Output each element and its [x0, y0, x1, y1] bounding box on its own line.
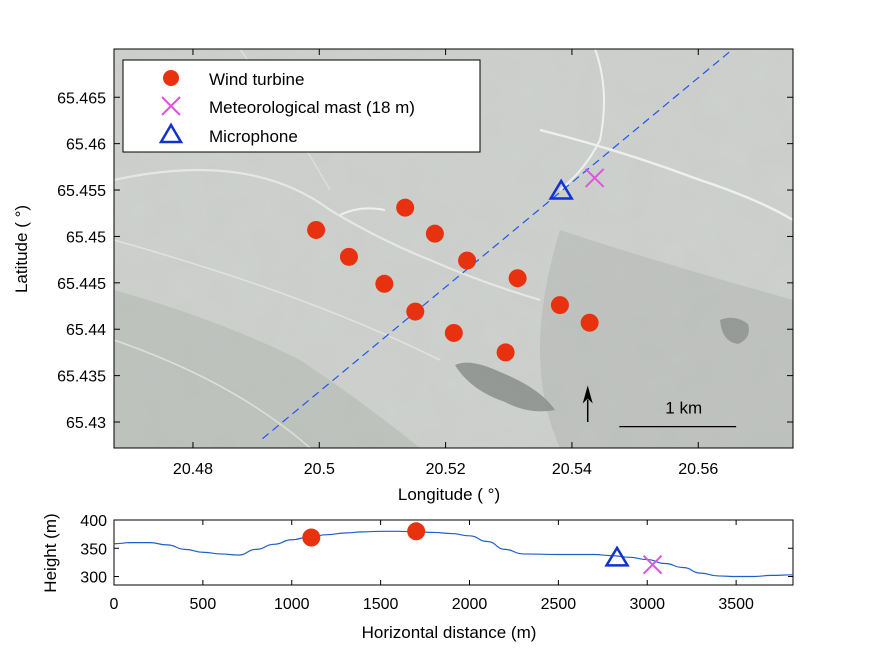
profile-y-axis: 300 350 400	[80, 513, 793, 587]
map-y-axis-label: Latitude ( °)	[12, 205, 31, 293]
wind-turbine-marker	[508, 269, 527, 288]
profile-markers	[302, 522, 663, 575]
map-x-tick-label: 20.5	[304, 461, 335, 478]
wind-turbine-marker	[550, 296, 569, 315]
map-y-tick-label: 65.445	[57, 276, 106, 293]
map-y-tick-label: 65.44	[66, 322, 106, 339]
map-axes-frame	[113, 48, 794, 449]
profile-x-tick-label: 500	[190, 596, 217, 613]
map-y-tick-label: 65.465	[57, 90, 106, 107]
legend-label-turbine: Wind turbine	[209, 70, 304, 89]
map-panel: 65.43 65.435 65.44 65.445 65.45 65.455 65.46 65…	[12, 48, 794, 504]
profile-y-tick-label: 300	[80, 570, 107, 587]
profile-turbine-marker	[302, 528, 321, 547]
legend-label-mast: Meteorological mast (18 m)	[209, 98, 415, 117]
map-x-tick-label: 20.56	[678, 461, 718, 478]
profile-x-tick-label: 1500	[363, 596, 399, 613]
wind-turbine-marker	[444, 323, 463, 342]
profile-met-mast-marker	[642, 554, 663, 575]
profile-y-tick-label: 400	[80, 513, 107, 530]
profile-turbine-marker	[407, 522, 426, 541]
profile-x-tick-label: 0	[110, 596, 119, 613]
wind-turbine-marker	[375, 274, 394, 293]
profile-panel: 300 350 400 0 500 1000 1500 2000 2500 3000 3500 H…	[41, 513, 794, 642]
map-markers	[307, 168, 605, 362]
profile-x-axis: 0 500 1000 1500 2000 2500 3000 3500	[110, 520, 754, 613]
profile-x-tick-label: 1000	[274, 596, 310, 613]
legend-box	[122, 59, 481, 153]
legend-mast-icon	[161, 96, 181, 116]
transect-line	[262, 49, 734, 440]
terrain-profile-line	[114, 530, 793, 578]
wind-turbine-marker	[458, 251, 477, 270]
wind-turbine-marker	[580, 313, 599, 332]
legend-label-microphone: Microphone	[209, 127, 298, 146]
map-x-axis: 20.48 20.5 20.52 20.54 20.56	[173, 49, 718, 478]
profile-axes-frame	[113, 519, 794, 586]
profile-x-tick-label: 3000	[629, 596, 665, 613]
profile-x-axis-label: Horizontal distance (m)	[362, 623, 537, 642]
profile-x-tick-label: 2000	[452, 596, 488, 613]
map-y-axis: 65.43 65.435 65.44 65.445 65.45 65.455 65.46 65…	[57, 90, 793, 432]
scale-bar: 1 km	[619, 399, 737, 428]
map-x-tick-label: 20.52	[426, 461, 466, 478]
map-x-tick-label: 20.48	[173, 461, 213, 478]
scale-bar-label: 1 km	[665, 399, 702, 418]
profile-x-tick-label: 3500	[718, 596, 754, 613]
profile-y-axis-label: Height (m)	[41, 513, 60, 592]
map-y-tick-label: 65.45	[66, 229, 106, 246]
microphone-marker	[548, 178, 574, 200]
wind-turbine-marker	[425, 224, 444, 243]
legend-turbine-icon	[163, 70, 179, 86]
map-y-tick-label: 65.46	[66, 137, 106, 154]
wind-turbine-marker	[496, 343, 515, 362]
north-arrow-icon	[582, 385, 593, 423]
map-y-tick-label: 65.43	[66, 415, 106, 432]
wind-turbine-marker	[339, 247, 358, 266]
met-mast-marker	[584, 168, 605, 188]
map-x-tick-label: 20.54	[552, 461, 592, 478]
profile-y-tick-label: 350	[80, 541, 107, 558]
map-x-axis-label: Longitude ( °)	[398, 485, 500, 504]
map-y-tick-label: 65.435	[57, 369, 106, 386]
map-y-tick-label: 65.455	[57, 183, 106, 200]
wind-turbine-marker	[406, 302, 425, 321]
legend: Wind turbine Meteorological mast (18 m) …	[122, 59, 481, 153]
profile-microphone-marker	[604, 545, 630, 567]
wind-turbine-marker	[396, 198, 415, 217]
legend-microphone-icon	[158, 122, 184, 144]
profile-x-tick-label: 2500	[541, 596, 577, 613]
wind-turbine-marker	[307, 220, 326, 239]
